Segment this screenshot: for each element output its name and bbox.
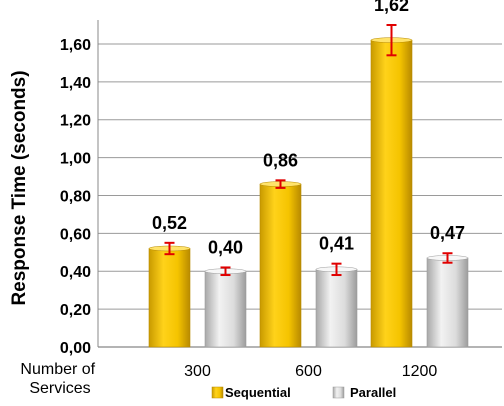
data-label: 1,62 bbox=[374, 0, 409, 15]
error-bar bbox=[164, 241, 175, 256]
y-axis-ticks: 0,00 0,20 0,40 0,60 0,80 1,00 1,20 1,40 1,60 bbox=[60, 37, 91, 357]
x-tick-label: 1200 bbox=[402, 363, 438, 380]
x-tick-label: 300 bbox=[184, 363, 211, 380]
x-axis-title-line-1: Number of bbox=[20, 361, 95, 378]
y-tick-label: 0,80 bbox=[60, 188, 91, 205]
y-tick-label: 1,00 bbox=[60, 151, 91, 168]
legend: Sequential Parallel bbox=[211, 385, 396, 400]
legend-swatch-sequential bbox=[211, 386, 224, 399]
y-tick-label: 0,20 bbox=[60, 302, 91, 319]
y-tick-label: 0,00 bbox=[60, 340, 91, 357]
data-label: 0,52 bbox=[152, 213, 187, 233]
legend-swatch-parallel bbox=[332, 386, 345, 399]
data-labels: 0,52 0,40 0,86 0,41 1,62 0,47 bbox=[152, 0, 465, 257]
y-tick-label: 0,40 bbox=[60, 264, 91, 281]
bars bbox=[148, 37, 469, 348]
bar-parallel-600 bbox=[315, 269, 358, 348]
error-bar bbox=[331, 262, 342, 277]
bar-sequential-600 bbox=[259, 183, 302, 348]
y-axis-title: Response Time (seconds) bbox=[9, 70, 30, 305]
error-bar bbox=[442, 252, 453, 264]
bar-sequential-1200 bbox=[370, 39, 413, 348]
error-bar bbox=[275, 179, 286, 189]
bar-parallel-1200 bbox=[426, 257, 469, 348]
bar-sequential-300 bbox=[148, 248, 191, 348]
data-label: 0,41 bbox=[319, 234, 354, 254]
x-tick-label: 600 bbox=[295, 363, 322, 380]
legend-label-sequential: Sequential bbox=[225, 385, 291, 400]
x-axis-title: Number of Services bbox=[20, 361, 99, 397]
y-tick-label: 0,60 bbox=[60, 226, 91, 243]
error-bars bbox=[164, 24, 453, 277]
y-tick-label: 1,20 bbox=[60, 113, 91, 130]
y-tick-label: 1,60 bbox=[60, 37, 91, 54]
x-axis-ticks: 300 600 1200 bbox=[184, 363, 437, 380]
data-label: 0,86 bbox=[263, 150, 298, 170]
x-axis-title-line-2: Services bbox=[29, 380, 90, 397]
error-bar bbox=[220, 266, 231, 277]
data-label: 0,40 bbox=[208, 237, 243, 257]
error-bar bbox=[386, 24, 397, 57]
y-tick-label: 1,40 bbox=[60, 75, 91, 92]
bar-parallel-300 bbox=[204, 270, 247, 348]
legend-label-parallel: Parallel bbox=[350, 385, 396, 400]
data-label: 0,47 bbox=[430, 223, 465, 243]
